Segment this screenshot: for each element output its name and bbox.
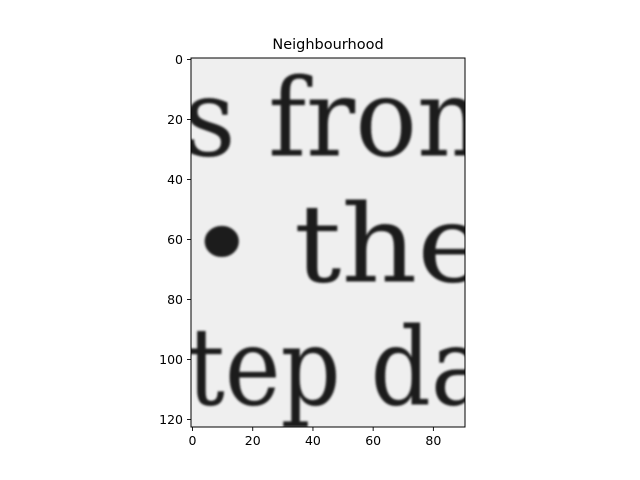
y-tick-label: 100 bbox=[159, 352, 183, 367]
x-tick-label: 60 bbox=[365, 433, 381, 448]
y-tick-label: 20 bbox=[167, 112, 183, 127]
x-tick-label: 0 bbox=[189, 433, 197, 448]
y-tick-label: 60 bbox=[167, 232, 183, 247]
y-tick-label: 120 bbox=[159, 412, 183, 427]
image-text-line: s fron bbox=[183, 57, 483, 182]
y-tick-label: 40 bbox=[167, 172, 183, 187]
x-tick-label: 20 bbox=[245, 433, 261, 448]
y-tick-label: 0 bbox=[175, 52, 183, 67]
image-text-line: • the bbox=[187, 183, 487, 308]
chart-title: Neighbourhood bbox=[272, 37, 383, 53]
image-text-line: tep da bbox=[187, 306, 487, 431]
y-axis: 0 20 40 60 80 100 120 bbox=[159, 52, 191, 427]
x-tick-label: 40 bbox=[305, 433, 321, 448]
image-background bbox=[191, 58, 465, 427]
y-tick-label: 80 bbox=[167, 292, 183, 307]
axes-frame bbox=[190, 57, 466, 428]
x-tick-label: 80 bbox=[425, 433, 441, 448]
x-axis: 0 20 40 60 80 bbox=[189, 427, 441, 448]
